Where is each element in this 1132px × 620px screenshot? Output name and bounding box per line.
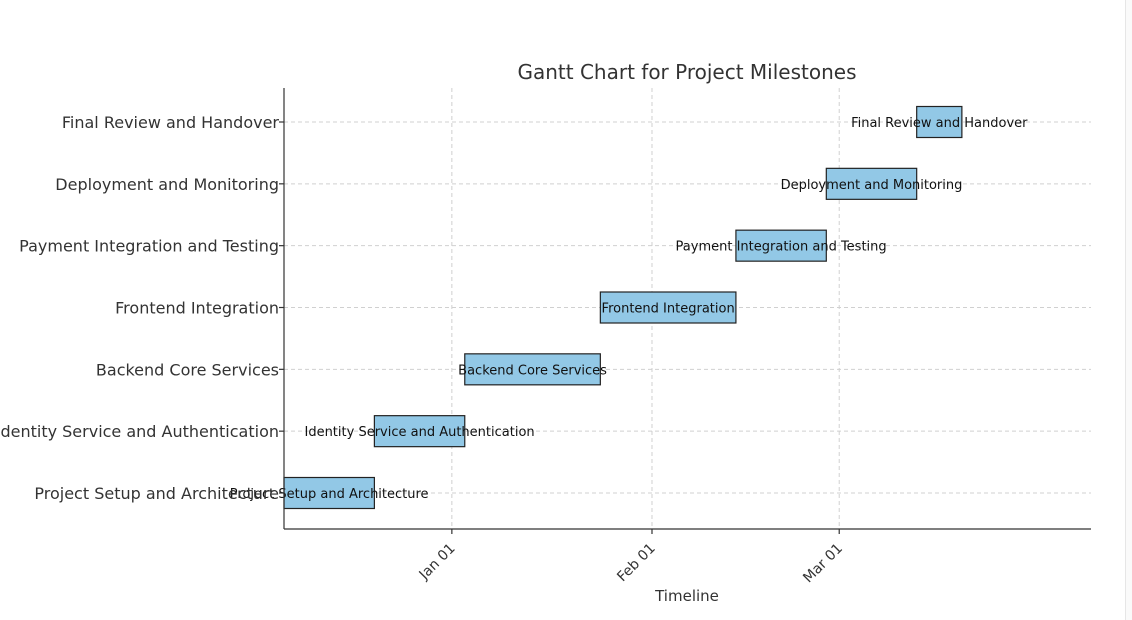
- y-tick-label: Identity Service and Authentication: [0, 422, 279, 441]
- gantt-bar: [916, 105, 963, 139]
- x-tick-label: Feb 01: [614, 541, 659, 586]
- x-axis-ticks: Jan 01 Feb 01 Mar 01: [416, 529, 846, 586]
- window-edge: [1125, 0, 1132, 620]
- x-tick-label: Jan 01: [416, 541, 459, 584]
- y-tick-label: Deployment and Monitoring: [55, 175, 279, 194]
- y-tick-label: Frontend Integration: [115, 299, 279, 318]
- bar-label: Payment Integration and Testing: [676, 240, 887, 255]
- gantt-bar: [599, 291, 737, 324]
- y-tick-label: Final Review and Handover: [62, 113, 280, 132]
- gantt-bar: [464, 353, 601, 386]
- x-axis-label: Timeline: [654, 587, 719, 605]
- bar-label: Backend Core Services: [458, 363, 607, 378]
- y-axis-labels: Project Setup and Architecture Identity S…: [0, 113, 284, 503]
- y-tick-label: Backend Core Services: [96, 360, 279, 379]
- gantt-bar: [735, 229, 827, 262]
- gantt-bar: [825, 167, 918, 200]
- gantt-bar: [373, 415, 466, 448]
- gantt-bar: [283, 476, 375, 510]
- y-tick-label: Project Setup and Architecture: [34, 484, 279, 503]
- bars: Project Setup and Architecture Identity S…: [230, 105, 1028, 510]
- bar-label: Deployment and Monitoring: [781, 178, 963, 193]
- bar-label: Final Review and Handover: [851, 116, 1028, 131]
- chart-title: Gantt Chart for Project Milestones: [517, 60, 856, 84]
- bar-label: Frontend Integration: [602, 302, 735, 317]
- bar-label: Project Setup and Architecture: [230, 487, 429, 502]
- bar-label: Identity Service and Authentication: [304, 425, 534, 440]
- x-tick-label: Mar 01: [800, 541, 846, 587]
- y-tick-label: Payment Integration and Testing: [19, 237, 279, 256]
